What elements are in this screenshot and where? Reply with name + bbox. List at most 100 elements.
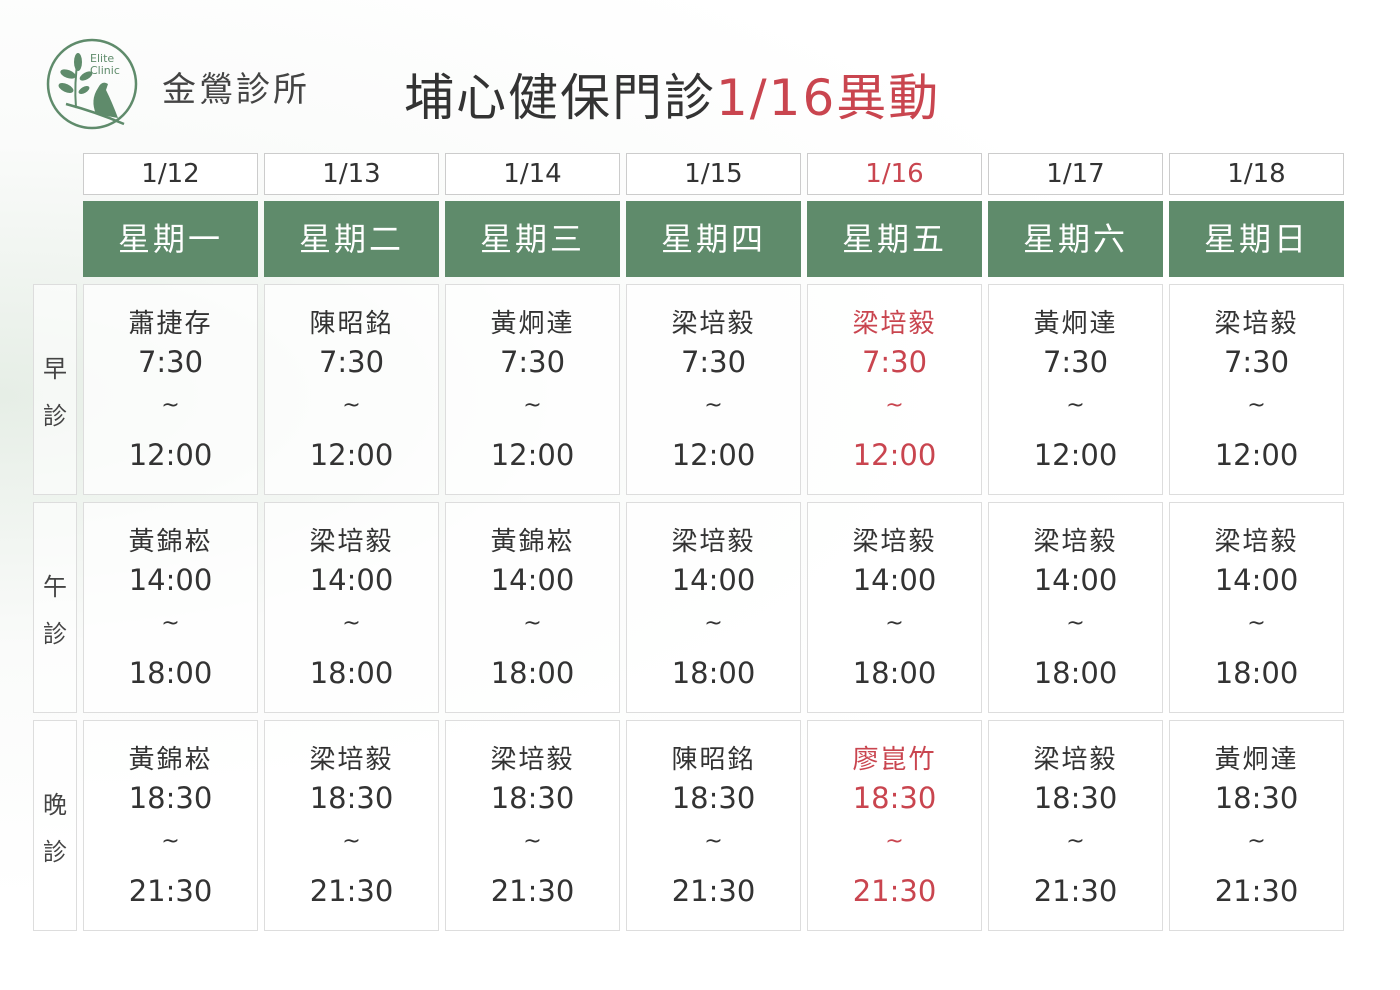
- doctor-name: 廖崑竹: [852, 745, 937, 775]
- doctor-name: 梁培毅: [1033, 527, 1118, 557]
- clinic-name: 金鶯診所: [162, 70, 310, 110]
- end-time: 12:00: [852, 438, 937, 472]
- schedule-cell: 黃炯達 7:30 ~ 12:00: [988, 284, 1163, 495]
- session-label: 早診: [33, 284, 77, 495]
- weekday-header: 星期三: [445, 201, 620, 277]
- weekday-header: 星期二: [264, 201, 439, 277]
- end-time: 18:00: [490, 656, 575, 690]
- end-time: 12:00: [1214, 438, 1299, 472]
- doctor-name: 梁培毅: [1033, 745, 1118, 775]
- tilde: ~: [1066, 611, 1085, 636]
- start-time: 7:30: [1042, 345, 1109, 379]
- session-label-char: 早: [43, 354, 67, 383]
- schedule-cell: 梁培毅 14:00 ~ 18:00: [807, 502, 982, 713]
- start-time: 14:00: [309, 563, 394, 597]
- tilde: ~: [1066, 393, 1085, 418]
- start-time: 18:30: [128, 781, 213, 815]
- end-time: 21:30: [490, 874, 575, 908]
- date-header: 1/15: [626, 153, 801, 195]
- schedule-cell: 廖崑竹 18:30 ~ 21:30: [807, 720, 982, 931]
- weekday-header: 星期日: [1169, 201, 1344, 277]
- start-time: 14:00: [852, 563, 937, 597]
- schedule-cell: 陳昭銘 18:30 ~ 21:30: [626, 720, 801, 931]
- date-header: 1/16: [807, 153, 982, 195]
- doctor-name: 梁培毅: [852, 309, 937, 339]
- doctor-name: 梁培毅: [671, 527, 756, 557]
- session-label-char: 診: [43, 619, 67, 648]
- start-time: 18:30: [1033, 781, 1118, 815]
- session-label-char: 診: [43, 837, 67, 866]
- tilde: ~: [704, 611, 723, 636]
- tilde: ~: [1247, 611, 1266, 636]
- date-header: 1/18: [1169, 153, 1344, 195]
- start-time: 14:00: [1033, 563, 1118, 597]
- end-time: 21:30: [128, 874, 213, 908]
- session-label-char: 晚: [43, 790, 67, 819]
- schedule-cell: 陳昭銘 7:30 ~ 12:00: [264, 284, 439, 495]
- date-header: 1/13: [264, 153, 439, 195]
- schedule-cell: 梁培毅 18:30 ~ 21:30: [988, 720, 1163, 931]
- start-time: 18:30: [309, 781, 394, 815]
- date-header: 1/17: [988, 153, 1163, 195]
- end-time: 12:00: [490, 438, 575, 472]
- schedule-cell: 梁培毅 7:30 ~ 12:00: [1169, 284, 1344, 495]
- start-time: 14:00: [490, 563, 575, 597]
- end-time: 21:30: [1214, 874, 1299, 908]
- end-time: 18:00: [1033, 656, 1118, 690]
- end-time: 21:30: [671, 874, 756, 908]
- schedule-cell: 蕭捷存 7:30 ~ 12:00: [83, 284, 258, 495]
- svg-text:Elite: Elite: [90, 52, 114, 65]
- end-time: 21:30: [309, 874, 394, 908]
- start-time: 7:30: [499, 345, 566, 379]
- tilde: ~: [1247, 393, 1266, 418]
- tilde: ~: [1066, 829, 1085, 854]
- end-time: 12:00: [671, 438, 756, 472]
- title-highlight: 1/16異動: [716, 69, 941, 127]
- end-time: 18:00: [1214, 656, 1299, 690]
- tilde: ~: [704, 829, 723, 854]
- start-time: 18:30: [490, 781, 575, 815]
- tilde: ~: [161, 829, 180, 854]
- start-time: 18:30: [852, 781, 937, 815]
- weekday-header: 星期六: [988, 201, 1163, 277]
- end-time: 12:00: [128, 438, 213, 472]
- weekday-header: 星期四: [626, 201, 801, 277]
- session-label: 晚診: [33, 720, 77, 931]
- tilde: ~: [161, 393, 180, 418]
- doctor-name: 梁培毅: [852, 527, 937, 557]
- doctor-name: 黃炯達: [490, 309, 575, 339]
- schedule-cell: 黃炯達 18:30 ~ 21:30: [1169, 720, 1344, 931]
- tilde: ~: [523, 611, 542, 636]
- start-time: 14:00: [128, 563, 213, 597]
- start-time: 14:00: [1214, 563, 1299, 597]
- schedule-cell: 梁培毅 14:00 ~ 18:00: [988, 502, 1163, 713]
- start-time: 18:30: [671, 781, 756, 815]
- start-time: 7:30: [680, 345, 747, 379]
- tilde: ~: [885, 393, 904, 418]
- start-time: 7:30: [1223, 345, 1290, 379]
- tilde: ~: [342, 829, 361, 854]
- title-main: 埔心健保門診: [404, 69, 716, 127]
- end-time: 21:30: [852, 874, 937, 908]
- doctor-name: 梁培毅: [1214, 527, 1299, 557]
- tilde: ~: [342, 611, 361, 636]
- start-time: 7:30: [861, 345, 928, 379]
- schedule-cell: 梁培毅 14:00 ~ 18:00: [626, 502, 801, 713]
- svg-text:Clinic: Clinic: [90, 64, 120, 77]
- end-time: 21:30: [1033, 874, 1118, 908]
- session-label-char: 午: [43, 572, 67, 601]
- schedule-cell: 黃炯達 7:30 ~ 12:00: [445, 284, 620, 495]
- date-header: 1/12: [83, 153, 258, 195]
- schedule-cell: 梁培毅 18:30 ~ 21:30: [264, 720, 439, 931]
- end-time: 18:00: [309, 656, 394, 690]
- start-time: 18:30: [1214, 781, 1299, 815]
- schedule-cell: 梁培毅 7:30 ~ 12:00: [626, 284, 801, 495]
- schedule-cell: 黃錦崧 14:00 ~ 18:00: [83, 502, 258, 713]
- schedule-cell: 黃錦崧 18:30 ~ 21:30: [83, 720, 258, 931]
- tilde: ~: [523, 829, 542, 854]
- doctor-name: 梁培毅: [309, 527, 394, 557]
- clinic-logo: Elite Clinic: [46, 38, 138, 130]
- doctor-name: 黃錦崧: [128, 745, 213, 775]
- tilde: ~: [885, 829, 904, 854]
- schedule-cell: 梁培毅 14:00 ~ 18:00: [1169, 502, 1344, 713]
